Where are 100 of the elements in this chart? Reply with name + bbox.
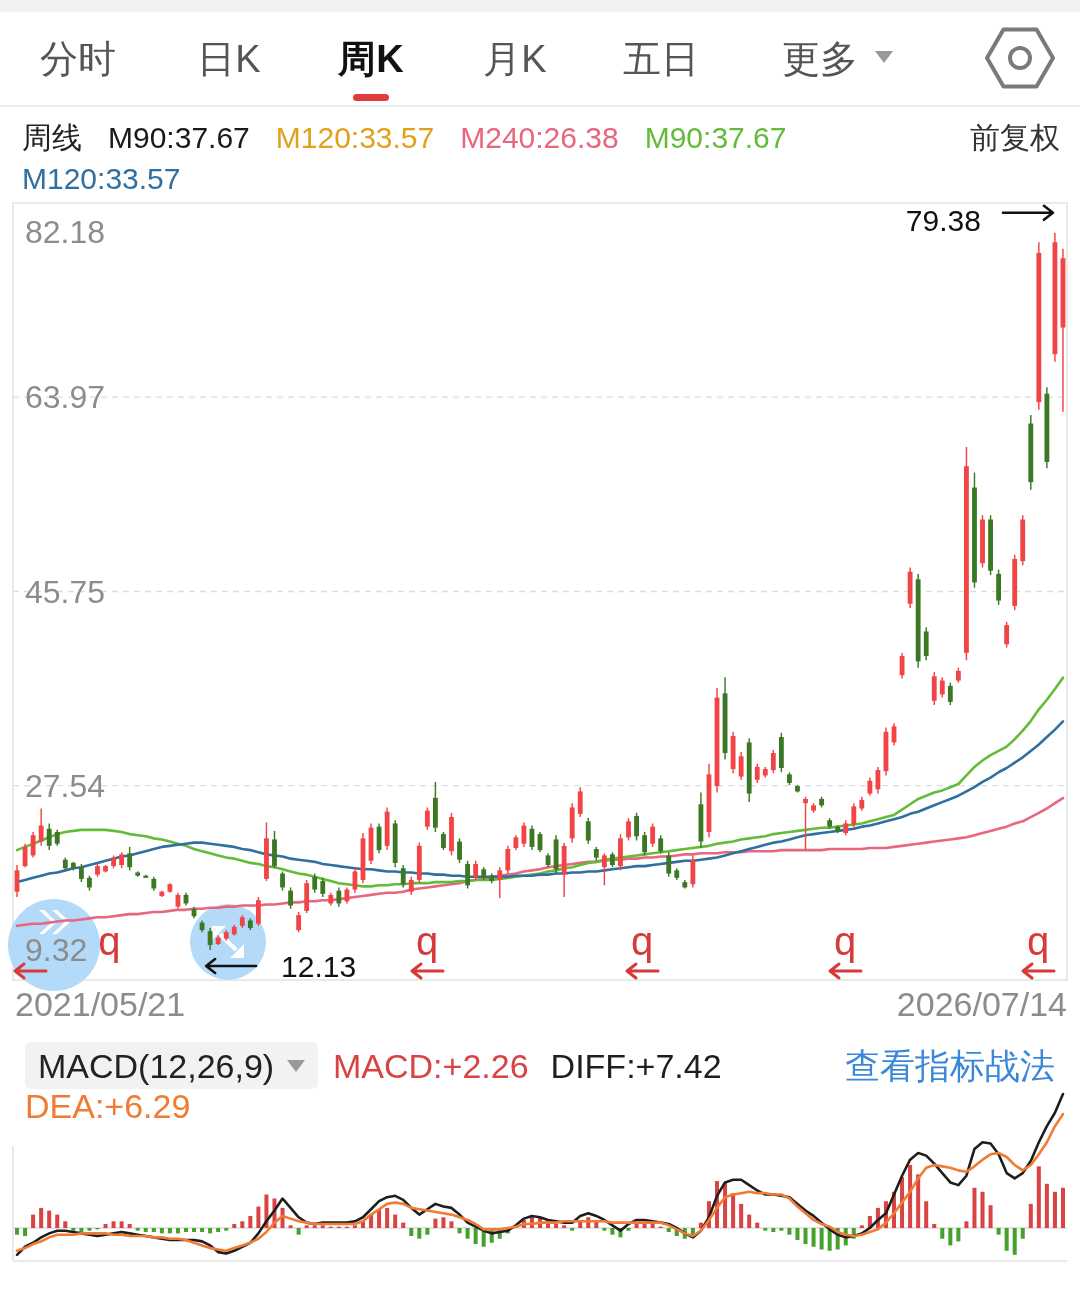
bar [731,1193,736,1228]
text: M90:37.67 [108,121,250,154]
bar [352,1225,357,1228]
y-tick-label: 9.32 [25,932,88,968]
annotation: q [415,919,439,963]
bar [63,1221,68,1228]
bar [1020,1228,1025,1239]
bar [208,1228,213,1234]
y-tick-label: 63.97 [25,379,106,416]
bar [755,1222,760,1228]
text: M240:26.38 [460,121,619,154]
bar [457,1228,462,1234]
bar [1004,1228,1009,1251]
bar [1012,1228,1017,1255]
bar [248,1215,253,1228]
bar [183,1228,188,1233]
bar [31,1214,36,1228]
bar [779,1228,784,1231]
bar [135,1228,140,1231]
bar [55,1214,60,1228]
bar [409,1228,414,1237]
bar [103,1223,108,1228]
bar [449,1221,454,1228]
bar [425,1228,430,1235]
bar [940,1228,945,1239]
text: M120:33.57 [22,162,181,195]
bar [441,1217,446,1228]
text: MACD:+2.26 [333,1047,529,1085]
bar [747,1214,752,1228]
bar [47,1210,52,1228]
text: 前复权 [970,121,1060,154]
bar [562,1225,567,1228]
chart-title: MACD(12,26,9) [38,1047,275,1085]
bar [1044,1183,1049,1228]
bar [119,1221,124,1228]
bar [634,1223,639,1228]
annotation: 12.13 [281,950,357,984]
bar [224,1228,229,1231]
bar [256,1206,261,1228]
bar [763,1228,768,1231]
bar [288,1225,293,1228]
bar [570,1228,575,1231]
bar [972,1187,977,1228]
bar [401,1222,406,1228]
annotation: q [1026,919,1050,963]
bar [739,1203,744,1228]
text: DEA:+6.29 [25,1087,191,1125]
bar [151,1228,156,1233]
bar [240,1221,245,1228]
text: 分时 [40,38,116,80]
bar [192,1228,197,1233]
bar [312,1225,317,1228]
bar [417,1228,422,1239]
bar [859,1225,864,1228]
bar [1052,1191,1057,1228]
bar [393,1214,398,1228]
text: 2026/07/14 [896,985,1067,1023]
bar [795,1228,800,1241]
bar [320,1225,325,1228]
bar [39,1207,44,1228]
annotation: q [98,919,121,963]
bar [1028,1203,1033,1228]
bar [15,1228,20,1235]
bar [956,1228,961,1242]
bar [175,1228,180,1234]
bar [433,1218,438,1228]
bar [554,1223,559,1228]
bar [980,1191,985,1228]
text: 周线 [22,121,82,154]
bar [916,1174,921,1228]
text: 日K [197,38,261,80]
text: 2021/05/21 [15,985,186,1023]
bar [127,1223,132,1228]
bar [23,1228,28,1237]
bar [79,1228,84,1233]
bar [159,1228,164,1234]
text: DIFF:+7.42 [550,1047,722,1085]
y-tick-label: 27.54 [25,767,106,804]
text: 月K [483,38,547,80]
annotation: q [630,919,654,963]
bar [200,1228,205,1233]
bar [473,1228,478,1245]
bar [71,1228,76,1231]
y-tick-label: 82.18 [25,214,106,250]
annotation: 79.38 [905,203,981,237]
bar [787,1228,792,1235]
bar [924,1201,929,1228]
bar [216,1228,221,1233]
bar [87,1228,92,1231]
bar [811,1228,816,1247]
bar [988,1205,993,1228]
bar [650,1223,655,1228]
bar [610,1228,615,1235]
bar [167,1228,172,1234]
bar [666,1228,671,1233]
bar [932,1223,937,1228]
text: 查看指标战法 [845,1046,1055,1085]
text: 周K [337,38,405,80]
bar [1036,1166,1041,1228]
bar [1060,1187,1065,1228]
